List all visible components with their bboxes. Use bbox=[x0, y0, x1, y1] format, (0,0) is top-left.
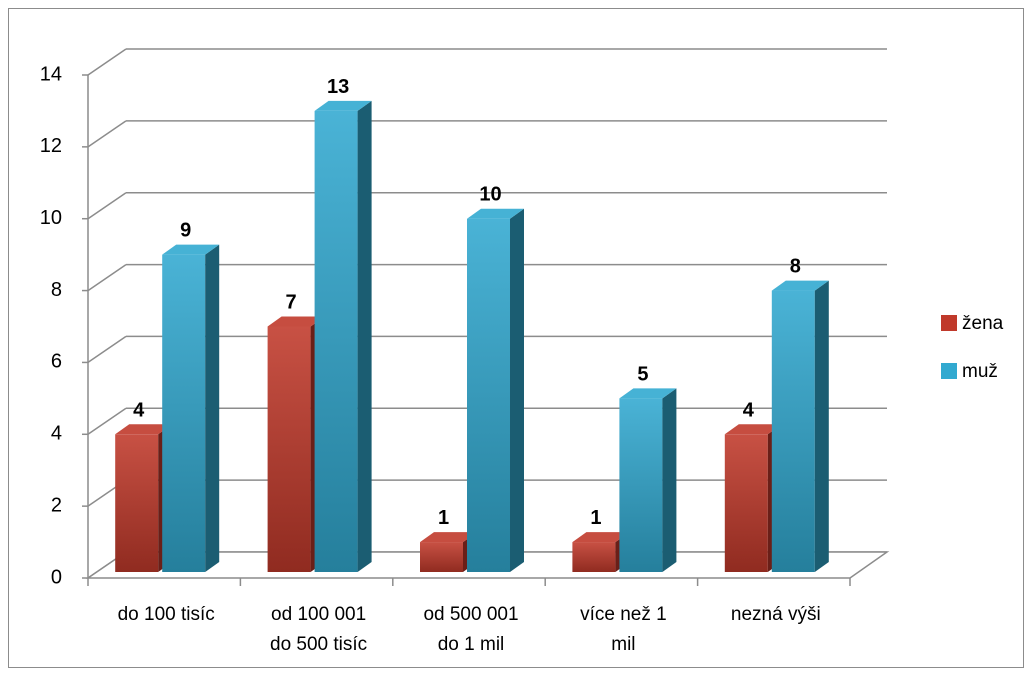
bar-top bbox=[771, 280, 829, 291]
bar-top bbox=[314, 100, 372, 111]
bar-front bbox=[314, 110, 358, 572]
legend-label-muž: muž bbox=[962, 361, 998, 382]
y-tick-label: 8 bbox=[51, 279, 62, 301]
legend-swatch-žena bbox=[941, 315, 957, 331]
bar-front bbox=[467, 218, 510, 572]
bar-muž bbox=[619, 388, 677, 572]
bar-side bbox=[814, 280, 829, 572]
legend-swatch-muž bbox=[941, 363, 957, 379]
x-tick-label: od 100 001 bbox=[271, 604, 366, 625]
x-tick-label: do 1 mil bbox=[438, 634, 505, 655]
bar-side bbox=[357, 100, 372, 572]
y-tick-label: 14 bbox=[40, 63, 62, 85]
bar-muž bbox=[162, 244, 220, 572]
x-tick-label: mil bbox=[611, 634, 635, 655]
y-tick-label: 4 bbox=[51, 423, 62, 445]
bar-side bbox=[662, 388, 677, 572]
y-tick-label: 0 bbox=[51, 566, 62, 588]
data-label: 1 bbox=[438, 507, 449, 529]
bar-muž bbox=[467, 208, 524, 572]
data-label: 8 bbox=[790, 256, 801, 278]
data-label: 4 bbox=[133, 399, 145, 421]
y-tick-label: 6 bbox=[51, 351, 62, 373]
x-tick-label: do 100 tisíc bbox=[118, 604, 215, 625]
y-tick-label: 10 bbox=[40, 207, 62, 229]
bar-top bbox=[267, 316, 325, 327]
x-tick-label: více než 1 bbox=[580, 604, 667, 625]
bar-front bbox=[619, 398, 663, 572]
gridline-depth bbox=[87, 335, 127, 364]
bar-front bbox=[267, 326, 311, 572]
bar-side bbox=[510, 208, 524, 572]
bar-žena bbox=[572, 532, 630, 572]
bar-top bbox=[162, 244, 220, 255]
data-label: 9 bbox=[180, 220, 191, 242]
x-tick-label: do 500 tisíc bbox=[270, 634, 367, 655]
bar-top bbox=[467, 208, 524, 219]
gridline-depth bbox=[87, 192, 127, 220]
bar-side bbox=[205, 244, 220, 572]
data-label: 10 bbox=[479, 184, 501, 206]
gridline-depth bbox=[87, 407, 127, 435]
bar-top bbox=[619, 388, 677, 399]
bar-front bbox=[162, 254, 206, 572]
bar-muž bbox=[771, 280, 829, 572]
y-tick-label: 2 bbox=[51, 494, 62, 516]
bar-front bbox=[771, 290, 815, 572]
gridline-depth bbox=[87, 120, 127, 148]
bar-front bbox=[420, 542, 463, 572]
bar-top bbox=[115, 424, 173, 435]
gridline-depth bbox=[87, 48, 127, 76]
data-label: 13 bbox=[327, 76, 349, 98]
bar-top bbox=[724, 424, 782, 435]
bar-top bbox=[572, 532, 630, 543]
x-tick-label: nezná výši bbox=[731, 604, 821, 625]
bar-front bbox=[572, 542, 616, 572]
legend-label-žena: žena bbox=[962, 313, 1004, 334]
data-label: 1 bbox=[590, 507, 601, 529]
y-tick-label: 12 bbox=[40, 135, 62, 157]
bar-top bbox=[420, 532, 477, 543]
data-label: 5 bbox=[637, 363, 648, 385]
bar-front bbox=[724, 434, 768, 572]
x-tick-label: od 500 001 bbox=[423, 604, 518, 625]
data-label: 4 bbox=[743, 399, 755, 421]
gridline-depth bbox=[87, 263, 127, 292]
bar-front bbox=[115, 434, 159, 572]
bar-muž bbox=[314, 100, 372, 572]
data-label: 7 bbox=[286, 292, 297, 314]
